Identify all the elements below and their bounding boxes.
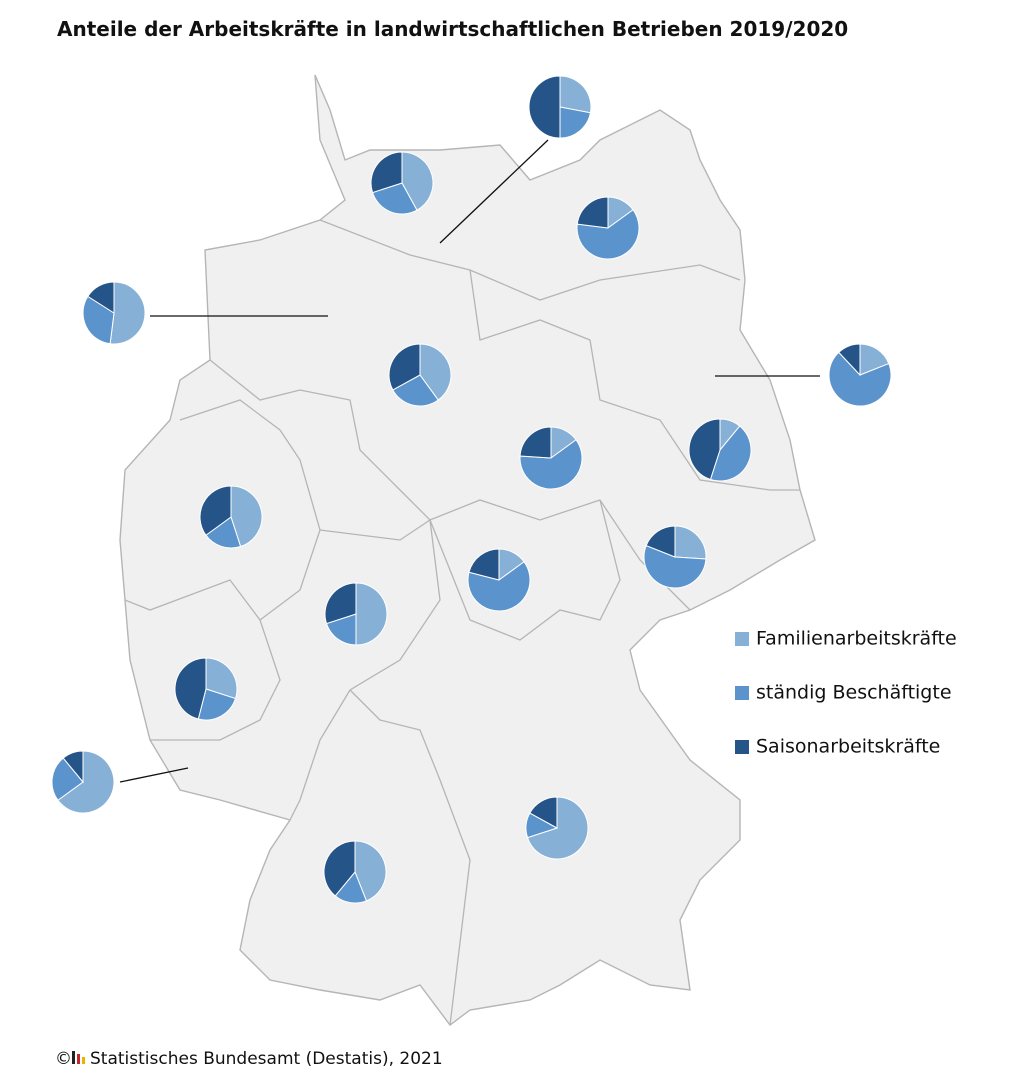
legend-label: Familienarbeitskräfte	[756, 628, 957, 650]
country-outline	[119, 74, 816, 1026]
copyright: ©	[55, 1049, 72, 1069]
pie-slice	[354, 840, 387, 902]
leader-lines	[119, 139, 820, 783]
legend-swatch	[735, 740, 749, 754]
pie-slice	[688, 418, 721, 481]
pie-slice	[51, 757, 84, 801]
pie-slice	[645, 525, 676, 558]
pie-slice	[174, 657, 207, 720]
pie-slice	[576, 196, 609, 229]
source: Statistisches Bundesamt (Destatis), 2021	[90, 1049, 443, 1069]
pie-slice	[87, 281, 115, 314]
pie-slice	[371, 182, 418, 215]
pie-slice	[519, 426, 552, 459]
pie-slice	[62, 750, 84, 784]
pie-slice	[468, 548, 500, 581]
legend-label: Saisonarbeitskräfte	[756, 736, 940, 758]
pie-slice	[401, 151, 434, 211]
leader-line	[439, 139, 549, 244]
pie-slice	[388, 343, 421, 391]
legend-swatch	[735, 632, 749, 646]
pie-slice	[467, 561, 531, 612]
legend: Familienarbeitskräfte ständig Beschäftigt…	[735, 628, 957, 758]
pie-slice	[709, 425, 752, 482]
pie-slice	[370, 151, 403, 194]
chart-title: Anteile der Arbeitskräfte in landwirtsch…	[57, 17, 848, 41]
leader-line	[119, 767, 189, 783]
pie-slice	[828, 351, 892, 407]
pie-slice	[205, 516, 242, 549]
pie-slice	[419, 343, 452, 401]
pie-slice	[355, 582, 388, 646]
pies	[51, 75, 892, 904]
pie-slice	[205, 657, 238, 700]
pie-slice	[57, 750, 115, 814]
legend-swatch	[735, 686, 749, 700]
pie-slice	[109, 281, 146, 345]
pie-slice	[230, 485, 263, 548]
pie-slice	[324, 582, 357, 625]
pie-slice	[529, 796, 558, 829]
pie-slice	[197, 688, 237, 721]
pie-slice	[674, 525, 707, 560]
pie-slice	[576, 209, 640, 260]
pie-slice	[528, 75, 561, 139]
pie-slice	[323, 840, 356, 897]
pie-slice	[325, 613, 357, 646]
pie-slice	[559, 75, 592, 114]
pie-slice	[838, 343, 861, 377]
pie-slice	[643, 544, 707, 589]
state-borders	[124, 219, 800, 1026]
legend-label: ständig Beschäftigte	[756, 682, 952, 704]
pie-slice	[199, 485, 232, 536]
destatis-logo	[72, 1051, 85, 1064]
pie-slice	[559, 106, 592, 139]
pie-slice	[519, 439, 583, 490]
pie-slice	[392, 374, 439, 407]
